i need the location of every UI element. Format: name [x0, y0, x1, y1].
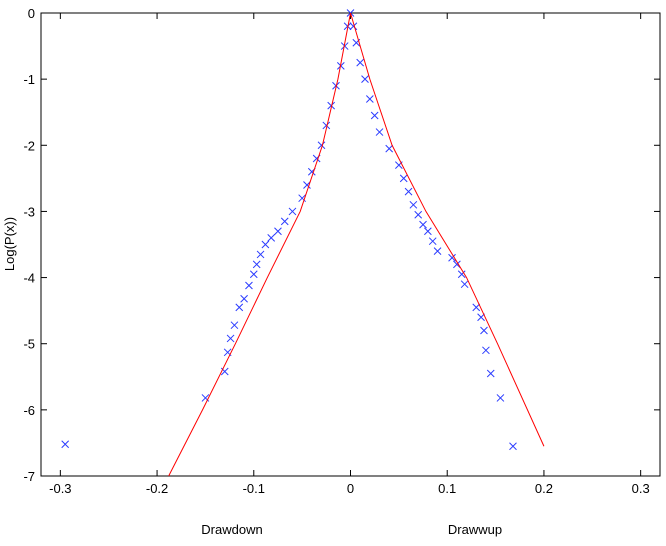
- point: [453, 260, 461, 269]
- y-tick-label: -6: [23, 403, 35, 418]
- y-tick-label: -3: [23, 204, 35, 219]
- y-tick-label: -5: [23, 337, 35, 352]
- point: [317, 141, 326, 150]
- y-tick-label: 0: [28, 6, 35, 21]
- point: [361, 75, 369, 83]
- point: [480, 326, 488, 335]
- point: [424, 227, 432, 236]
- point: [428, 237, 437, 246]
- point: [404, 187, 413, 196]
- point: [356, 58, 365, 67]
- point: [327, 101, 336, 110]
- x-tick-label: -0.2: [146, 481, 168, 496]
- point: [370, 111, 379, 120]
- point: [399, 174, 408, 183]
- point: [414, 210, 423, 219]
- point: [375, 128, 384, 136]
- point: [226, 334, 235, 343]
- point: [460, 280, 469, 289]
- x-tick-label: -0.3: [49, 481, 71, 496]
- point: [472, 303, 481, 312]
- point: [256, 250, 265, 259]
- point: [448, 253, 456, 262]
- point: [230, 321, 239, 330]
- point: [482, 346, 490, 355]
- point: [61, 440, 70, 449]
- point: [274, 227, 282, 236]
- point: [303, 181, 311, 189]
- x-tick-label: 0.3: [632, 481, 650, 496]
- point: [252, 260, 261, 269]
- fit-line: [168, 12, 545, 477]
- x-tick-label: 0.2: [535, 481, 553, 496]
- x-axis-label-left: Drawdown: [201, 522, 262, 537]
- point: [419, 220, 427, 229]
- y-tick-label: -4: [23, 271, 35, 286]
- point: [477, 313, 485, 322]
- point: [486, 369, 495, 378]
- y-tick-label: -1: [23, 72, 35, 87]
- y-tick-label: -2: [23, 138, 35, 153]
- point: [409, 200, 418, 209]
- point: [457, 270, 466, 279]
- y-axis-label: Log(P(x)): [2, 217, 17, 271]
- point: [322, 121, 331, 130]
- point: [245, 281, 253, 290]
- point: [509, 442, 517, 451]
- point: [298, 194, 306, 203]
- point: [249, 270, 258, 279]
- point: [496, 394, 505, 402]
- x-tick-label: 0.1: [438, 481, 456, 496]
- point: [267, 234, 276, 242]
- x-tick-label: -0.1: [243, 481, 265, 496]
- point: [240, 294, 248, 303]
- point: [385, 144, 394, 153]
- point: [433, 247, 442, 255]
- point: [261, 240, 270, 249]
- x-axis-label-right: Drawwup: [448, 522, 502, 537]
- point: [349, 22, 358, 31]
- x-tick-label: 0: [347, 481, 354, 496]
- point: [235, 303, 244, 312]
- point: [280, 217, 289, 226]
- point: [288, 207, 297, 216]
- point: [365, 95, 374, 103]
- y-tick-label: -7: [23, 469, 35, 484]
